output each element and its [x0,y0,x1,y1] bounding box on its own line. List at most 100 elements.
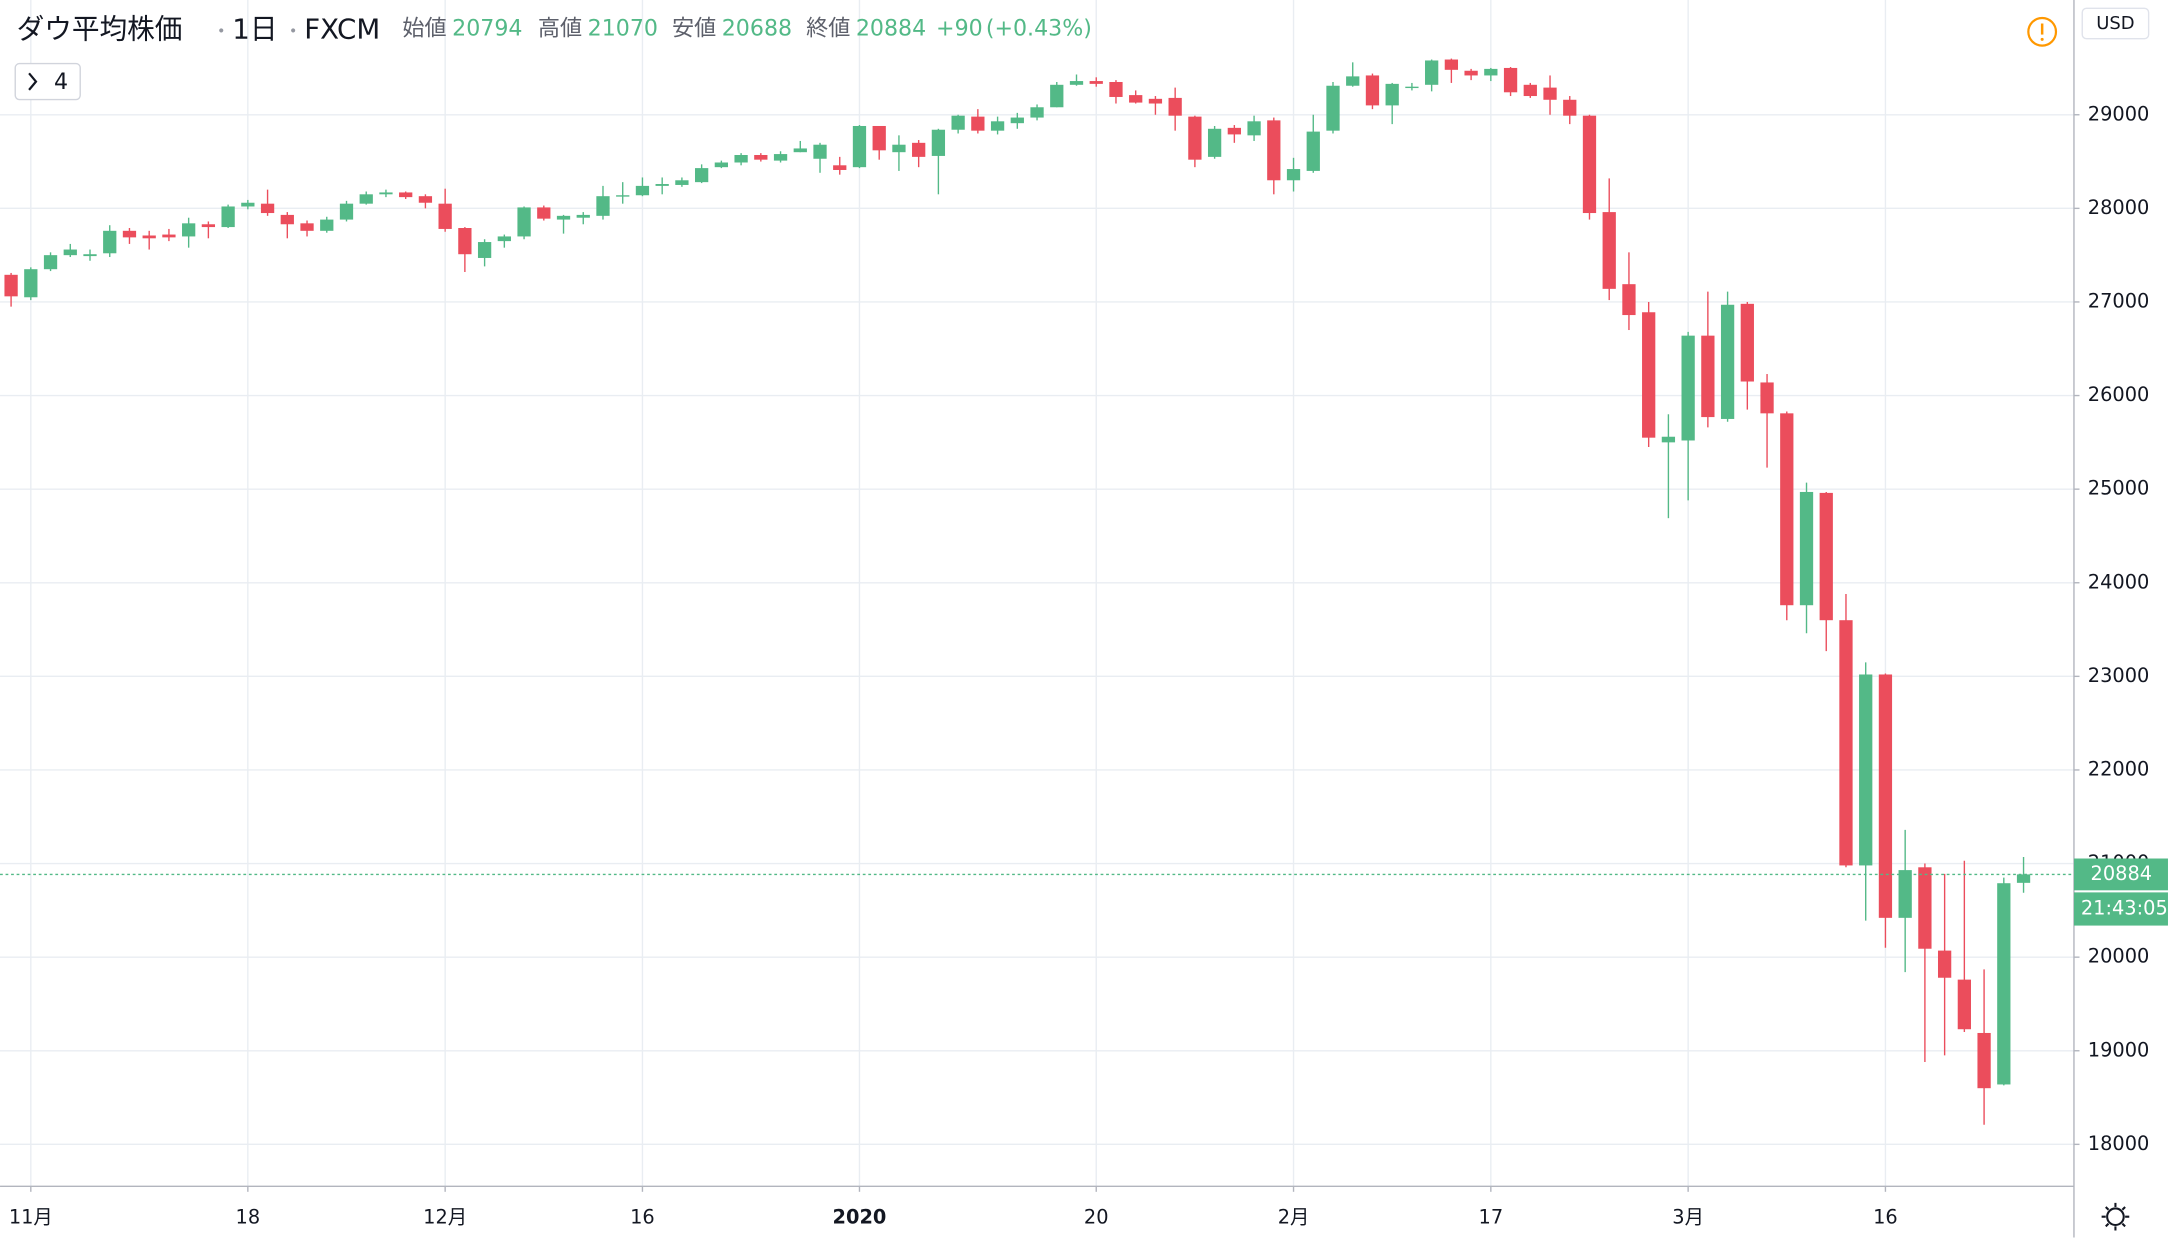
candle-body [83,254,97,257]
candle-body [833,165,847,170]
candle-body [1168,97,1182,116]
candle-body [1859,674,1873,866]
candle-body [1484,68,1498,76]
candle-body [477,242,492,258]
candle-body [813,144,827,159]
candle-body [1030,107,1044,118]
countdown-label: 21:43:05 [2081,896,2168,919]
change-percent: (+0.43%) [986,16,1092,42]
chart-title: ダウ平均株価 [17,12,183,45]
candle-body [1148,98,1163,104]
currency: USD [2096,13,2134,34]
candle-body [754,155,768,160]
last-price-label: 20884 [2091,862,2153,885]
candle-body [43,255,58,270]
x-tick-label: 16 [630,1206,655,1229]
candle-body [1997,883,2011,1085]
settings-icon-ring [2106,1207,2125,1227]
high-value: 21070 [588,16,658,42]
candle-body [931,129,946,156]
candle-body [418,196,433,203]
candle-body [971,116,985,131]
candle-body [497,236,511,242]
y-tick-label: 20000 [2088,945,2150,968]
candle-body [1227,127,1241,135]
candle-body [1720,304,1735,419]
candle-body [714,162,729,168]
candle-body [1306,131,1320,171]
candle-body [1464,70,1478,76]
x-tick-label: 2020 [833,1206,887,1229]
candle-body [438,203,452,229]
candle-body [1326,85,1340,131]
candle-body [1523,84,1537,97]
candle-body [951,115,965,130]
candle-body [399,192,413,198]
candle-body [1661,436,1676,443]
candle-body [1918,867,1932,949]
candle-body [1444,59,1459,70]
candle-body [1898,870,1912,918]
low-value: 20688 [722,16,792,42]
candle-body [300,223,314,231]
source: FXCM [304,12,380,45]
candle-body [379,192,393,195]
candle-body [260,203,275,214]
candle-body [1582,115,1597,214]
chevron-icon [28,72,38,91]
candle-body [773,154,788,161]
interval[interactable]: 1日 [232,12,277,45]
candle-body [1977,1032,1991,1089]
x-tick-label: 20 [1084,1206,1109,1229]
candle-body [1740,303,1754,382]
candle-body [1089,81,1103,84]
candle-body [1957,979,1971,1030]
candle-body [2016,874,2031,883]
candle-body [162,234,176,238]
x-tick-label: 12月 [423,1206,467,1229]
indicator-count: 4 [54,69,68,95]
candle-body [1819,492,1833,621]
candle-body [201,224,216,228]
y-tick-label: 25000 [2088,477,2150,500]
open-value: 20794 [452,16,522,42]
x-tick-label: 3月 [1672,1206,1704,1229]
candle-body [1188,116,1202,160]
change: +90 [936,16,983,42]
candle-body [280,214,294,225]
indicators-toggle[interactable] [14,62,81,101]
candle-body [1267,120,1281,181]
candle-body [1286,169,1301,181]
candle-body [576,214,590,218]
candle-body [635,185,650,196]
candle-body [320,219,334,231]
candle-body [734,155,748,163]
x-tick-label: 11月 [9,1206,53,1229]
candle-body [852,125,867,168]
candle-body [221,206,235,228]
x-tick-label: 2月 [1278,1206,1310,1229]
candle-body [142,235,156,239]
candle-body [1937,950,1952,978]
candle-body [1207,128,1222,157]
candle-body [1839,620,1853,866]
candle-body [1010,117,1024,124]
close-value: 20884 [856,16,926,42]
open-label: 始値 [402,16,446,42]
high-label: 高値 [538,16,582,42]
currency-box[interactable] [2081,7,2150,40]
candle-body [616,195,630,197]
last-price-box [2073,858,2168,891]
candle-body [694,168,709,183]
warning-icon[interactable] [2027,16,2058,47]
x-tick-label: 16 [1873,1206,1898,1229]
candle-body [655,184,669,186]
candle-body [1385,83,1399,106]
y-tick-label: 24000 [2088,570,2150,593]
candle-body [1760,382,1774,414]
y-tick-label: 23000 [2088,664,2150,687]
candle-body [182,223,196,237]
candle-body [1780,413,1794,606]
